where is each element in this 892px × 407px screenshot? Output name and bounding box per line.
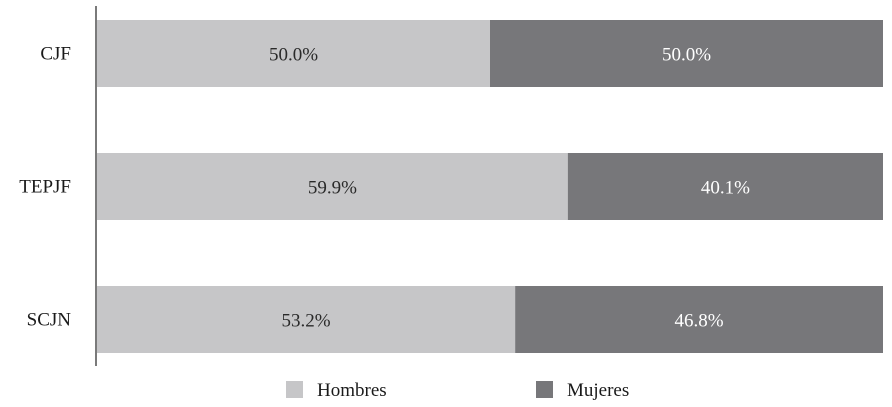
- bar-hombres-tepjf: [97, 153, 568, 220]
- data-label-mujeres-cjf: 50.0%: [662, 45, 711, 66]
- data-label-mujeres-tepjf: 40.1%: [701, 178, 750, 199]
- category-label-tepjf: TEPJF: [19, 177, 71, 198]
- category-labels: CJF TEPJF SCJN: [19, 44, 71, 331]
- legend-label-mujeres: Mujeres: [567, 380, 629, 401]
- bar-mujeres-tepjf: [567, 153, 883, 220]
- legend: Hombres Mujeres: [286, 380, 629, 401]
- data-label-mujeres-scjn: 46.8%: [675, 311, 724, 332]
- bar-hombres-cjf: [97, 20, 490, 87]
- legend-label-hombres: Hombres: [317, 380, 387, 401]
- bar-mujeres-scjn: [515, 286, 883, 353]
- legend-swatch-hombres: [286, 381, 303, 398]
- data-label-hombres-scjn: 53.2%: [282, 311, 331, 332]
- category-label-scjn: SCJN: [27, 310, 72, 331]
- bars-group: 50.0% 50.0% 59.9% 40.1% 53.2% 46.8%: [97, 20, 883, 353]
- category-label-cjf: CJF: [40, 44, 71, 65]
- data-label-hombres-tepjf: 59.9%: [308, 178, 357, 199]
- bar-hombres-scjn: [97, 286, 516, 353]
- bar-mujeres-cjf: [490, 20, 883, 87]
- legend-swatch-mujeres: [536, 381, 553, 398]
- data-label-hombres-cjf: 50.0%: [269, 45, 318, 66]
